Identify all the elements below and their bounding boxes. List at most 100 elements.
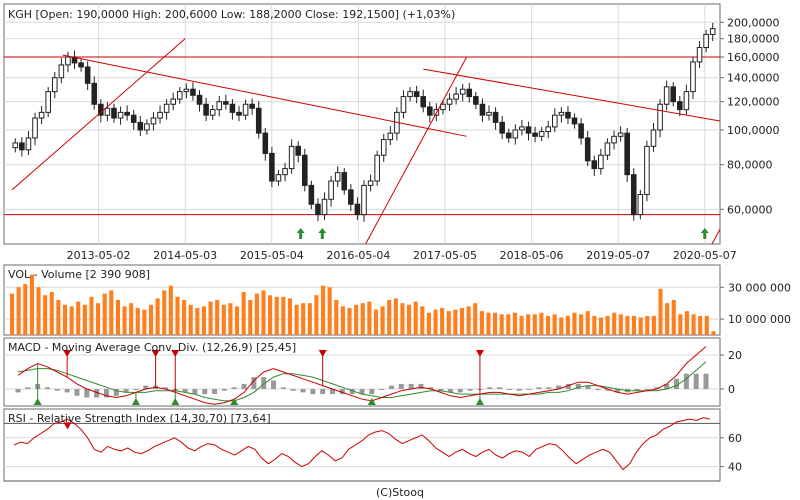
candle-body [78,62,84,68]
volume-bar [102,293,107,335]
volume-bar [287,298,293,335]
volume-bar [195,307,200,335]
volume-bar [148,304,154,335]
macd-panel-frame [3,337,721,407]
macd-histogram-bar [379,389,385,390]
candle-body [137,121,144,131]
volume-bar [711,331,716,335]
candle-body [269,152,275,182]
trendline [11,38,186,191]
volume-bars [10,274,716,335]
price-x-tick-label: 2020-05-07 [673,249,737,262]
volume-bar [618,314,623,335]
candle-body [552,114,558,128]
sell-triangle-icon [151,350,160,357]
volume-bar [268,295,273,335]
macd-histogram-bar [241,383,247,389]
volume-bar [631,315,637,335]
candle-body [65,56,71,66]
candle-body [176,91,183,100]
candle-body [170,98,176,105]
macd-histogram-bar [202,389,208,395]
volume-bar [29,274,34,335]
volume-bar [228,303,233,335]
macd-histogram-bar [467,389,473,391]
volume-bar [486,312,491,335]
volume-bar [261,290,266,335]
candle-body [45,91,51,113]
volume-bar [360,303,365,335]
volume-bar [168,285,173,335]
volume-bar [49,292,54,335]
candle-body [190,88,196,96]
candle-body [295,145,301,156]
macd-lines [17,346,707,405]
candle-body [584,137,591,162]
price-y-tick-label: 120,0000 [727,96,780,109]
rsi-markers [63,422,72,430]
macd-histogram-bar [192,389,198,395]
macd-histogram-bar [644,389,650,390]
candle-body [690,61,696,93]
volume-bar [572,312,577,335]
price-y-tick-label: 80,0000 [727,159,773,172]
volume-bar [704,315,709,335]
volume-bar [684,311,690,335]
volume-bar [638,317,643,335]
macd-signal-line [17,361,707,402]
price-y-tick-label: 60,0000 [727,203,773,216]
volume-bar [76,301,81,335]
volume-bar [559,317,564,335]
volume-bar [526,314,531,335]
candle-body [275,174,282,182]
candles [12,22,716,222]
macd-histogram-bar [212,389,218,395]
volume-bar [407,304,412,335]
candle-body [479,103,486,116]
candle-body [255,107,262,134]
macd-histogram-bar [428,387,434,389]
volume-bar [43,295,48,335]
volume-bar [420,306,425,335]
candle-body [144,123,150,131]
volume-bar [56,300,61,335]
price-x-tick-label: 2018-05-06 [500,249,564,262]
volume-bar [506,314,511,335]
volume-bar [459,307,465,335]
buy-triangle-icon [171,398,180,405]
candle-body [32,117,38,139]
macd-histogram-bar [182,389,188,393]
macd-histogram-bar [536,387,542,389]
volume-bar [340,306,345,335]
candle-body [532,132,538,137]
macd-histogram-bar [15,389,21,393]
volume-bar [294,304,299,335]
volume-bar [426,312,431,335]
buy-arrow-icon [318,228,327,239]
candle-body [604,142,611,156]
macd-histogram-bar [398,383,404,389]
candle-body [473,96,479,105]
candle-body [111,107,117,119]
macd-title: MACD - Moving Average Conv. Div. (12,26,… [8,341,296,354]
volume-bar [612,312,617,335]
volume-bar [221,304,226,335]
macd-histogram-bar [487,387,493,389]
candle-body [58,64,65,79]
macd-histogram-bar [506,389,512,390]
macd-histogram-bar [526,389,532,390]
volume-bar [314,295,319,335]
macd-histogram-bar [438,389,444,391]
volume-bar [387,300,392,335]
volume-bar [400,303,405,335]
candle-body [598,154,604,170]
macd-histogram-bar [575,383,581,389]
macd-histogram-bar [634,389,640,391]
macd-histogram-bar [221,389,227,391]
trendlines [11,38,720,244]
candle-body [183,88,190,93]
price-x-tick-label: 2013-05-02 [67,249,131,262]
volume-bar [479,311,484,335]
macd-y-ticks: 0 20 [720,349,742,396]
candle-body [400,96,407,113]
